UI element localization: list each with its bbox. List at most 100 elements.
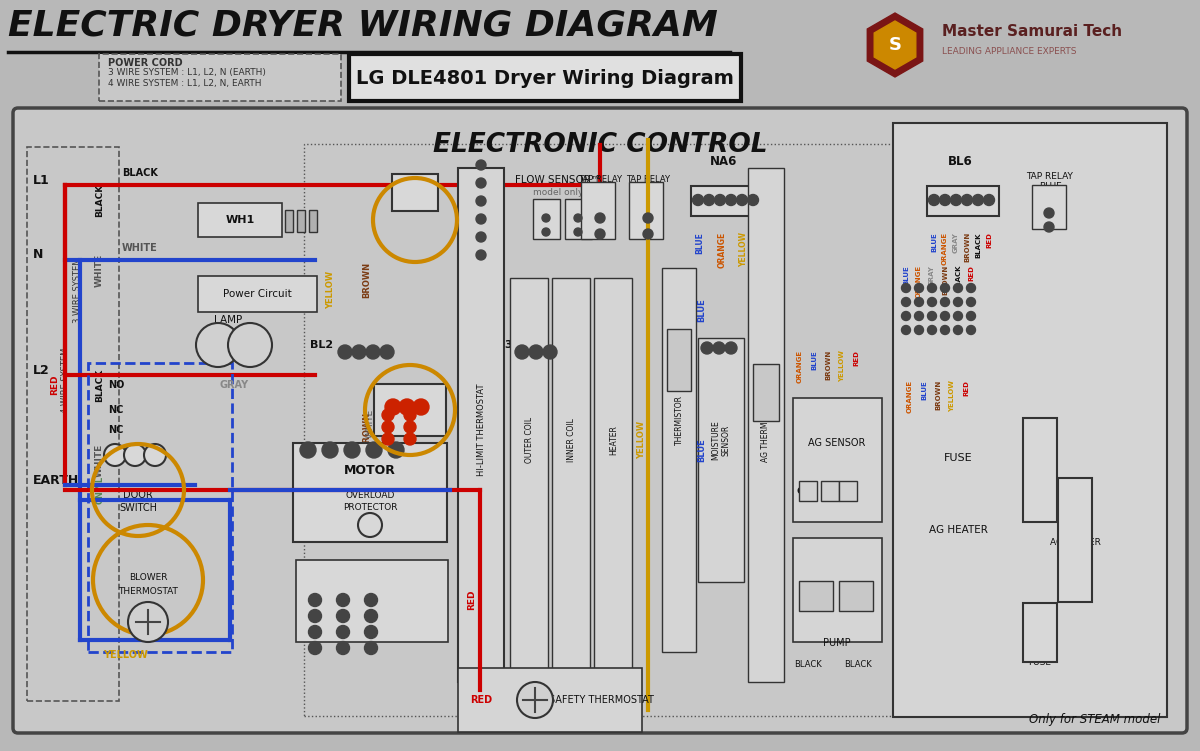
Text: FLOW SENSOR™: FLOW SENSOR™	[515, 175, 601, 185]
Circle shape	[941, 312, 949, 321]
Circle shape	[542, 228, 550, 236]
Text: CENTRIFUGAL: CENTRIFUGAL	[336, 560, 404, 570]
FancyBboxPatch shape	[1022, 603, 1057, 662]
Text: MOTOR: MOTOR	[344, 463, 396, 476]
Circle shape	[643, 229, 653, 239]
Text: ELECTRONIC CONTROL: ELECTRONIC CONTROL	[433, 132, 767, 158]
Circle shape	[966, 325, 976, 334]
FancyBboxPatch shape	[698, 338, 744, 582]
Text: BLOWER: BLOWER	[128, 574, 167, 583]
FancyBboxPatch shape	[662, 268, 696, 652]
Text: SWITCH: SWITCH	[352, 572, 389, 582]
Text: FUSE: FUSE	[1028, 658, 1051, 667]
Text: THERMISTOR: THERMISTOR	[674, 395, 684, 445]
Circle shape	[914, 325, 924, 334]
FancyBboxPatch shape	[821, 481, 839, 501]
Text: FUSE: FUSE	[943, 453, 972, 463]
Text: ORANGE: ORANGE	[942, 232, 948, 265]
Circle shape	[714, 195, 726, 206]
Text: BLACK: BLACK	[794, 660, 822, 669]
Text: S: S	[845, 487, 851, 496]
Text: 4 WIRE SYSTEM : L1, L2, N, EARTH: 4 WIRE SYSTEM : L1, L2, N, EARTH	[108, 79, 262, 88]
FancyBboxPatch shape	[748, 168, 784, 682]
Text: BROWN: BROWN	[826, 350, 830, 380]
Circle shape	[124, 444, 146, 466]
Text: MOISTURE
SENSOR: MOISTURE SENSOR	[712, 420, 731, 460]
Circle shape	[336, 626, 349, 638]
Text: RED: RED	[50, 375, 59, 395]
Circle shape	[308, 593, 322, 607]
Text: RED: RED	[968, 265, 974, 281]
FancyBboxPatch shape	[793, 398, 882, 522]
Circle shape	[914, 297, 924, 306]
FancyBboxPatch shape	[793, 538, 882, 642]
Text: GND: GND	[797, 487, 820, 496]
FancyBboxPatch shape	[1032, 185, 1066, 229]
Text: BLACK: BLACK	[95, 369, 104, 402]
Circle shape	[941, 283, 949, 292]
Circle shape	[398, 399, 415, 415]
FancyBboxPatch shape	[754, 364, 779, 421]
Text: BL6: BL6	[948, 155, 972, 168]
Text: WHITE: WHITE	[95, 443, 104, 477]
Circle shape	[928, 297, 936, 306]
Text: ELECTRIC DRYER WIRING DIAGRAM: ELECTRIC DRYER WIRING DIAGRAM	[8, 8, 718, 42]
Text: TAP RELAY
WHITE: TAP RELAY WHITE	[626, 175, 670, 195]
Circle shape	[950, 195, 961, 206]
Text: SWITCH: SWITCH	[119, 503, 157, 513]
Text: LAMP: LAMP	[214, 315, 242, 325]
Polygon shape	[875, 21, 916, 69]
Circle shape	[574, 228, 582, 236]
FancyBboxPatch shape	[839, 481, 857, 501]
Text: TAP RELAY
BLUE: TAP RELAY BLUE	[1026, 172, 1074, 192]
Circle shape	[703, 195, 714, 206]
Text: BLUE: BLUE	[904, 265, 910, 285]
Text: ORANGE: ORANGE	[718, 232, 726, 268]
Text: INNER COIL: INNER COIL	[568, 418, 576, 462]
Circle shape	[517, 682, 553, 718]
Text: N: N	[34, 249, 43, 261]
Text: THERMOSTAT: THERMOSTAT	[118, 587, 178, 596]
Circle shape	[928, 312, 936, 321]
Text: GRAY: GRAY	[953, 232, 959, 253]
Text: ORANGE: ORANGE	[797, 350, 803, 383]
Text: L1: L1	[34, 173, 49, 186]
Text: AG SENSOR: AG SENSOR	[809, 438, 865, 448]
Circle shape	[365, 593, 378, 607]
FancyBboxPatch shape	[392, 174, 438, 211]
FancyBboxPatch shape	[1058, 478, 1092, 602]
FancyBboxPatch shape	[1022, 418, 1057, 522]
Text: NC: NC	[108, 405, 124, 415]
Circle shape	[595, 213, 605, 223]
FancyBboxPatch shape	[799, 581, 833, 611]
FancyBboxPatch shape	[565, 199, 592, 239]
Polygon shape	[868, 13, 923, 77]
Text: CCW: CCW	[804, 591, 828, 601]
Text: BLUE: BLUE	[697, 438, 706, 462]
Circle shape	[737, 195, 748, 206]
Circle shape	[476, 178, 486, 188]
Text: LEADING APPLIANCE EXPERTS: LEADING APPLIANCE EXPERTS	[942, 47, 1076, 56]
Text: ORANGE: ORANGE	[916, 265, 922, 298]
Text: BROWN: BROWN	[964, 232, 970, 262]
FancyBboxPatch shape	[458, 168, 504, 682]
Text: DOOR: DOOR	[124, 490, 152, 500]
FancyBboxPatch shape	[581, 182, 616, 239]
FancyBboxPatch shape	[293, 443, 446, 542]
FancyBboxPatch shape	[198, 203, 282, 237]
Text: YELLOW: YELLOW	[839, 350, 845, 382]
Text: Power Circuit: Power Circuit	[223, 289, 292, 299]
Circle shape	[413, 399, 430, 415]
Circle shape	[476, 214, 486, 224]
Circle shape	[966, 297, 976, 306]
Circle shape	[961, 195, 972, 206]
Text: HEATER: HEATER	[610, 425, 618, 455]
Text: ORANGE: ORANGE	[907, 380, 913, 413]
Text: T: T	[412, 191, 419, 201]
Text: WHITE: WHITE	[366, 409, 374, 438]
Text: RED: RED	[964, 380, 970, 396]
Text: 2: 2	[131, 450, 139, 460]
FancyBboxPatch shape	[13, 108, 1187, 733]
FancyBboxPatch shape	[667, 329, 691, 391]
Text: BLUE: BLUE	[696, 232, 704, 254]
